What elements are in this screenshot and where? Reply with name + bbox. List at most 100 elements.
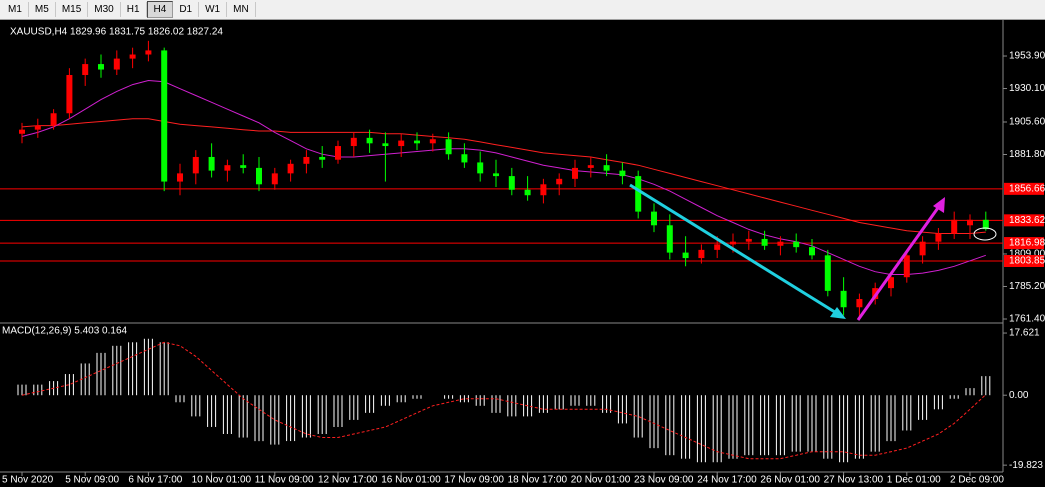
y-tick-label: 1953.90 [1009, 51, 1045, 62]
x-tick-label: 27 Nov 13:00 [824, 475, 884, 486]
candle-body [556, 178, 563, 185]
timeframe-button[interactable]: H4 [146, 1, 174, 18]
background [0, 20, 1045, 487]
candle-body [335, 146, 341, 160]
candle-body [129, 54, 136, 59]
candle-body [651, 211, 657, 226]
candle-body [856, 299, 863, 308]
level-tag [1004, 255, 1044, 268]
candle-body [935, 233, 942, 242]
y-tick-label: -19.823 [1009, 460, 1043, 471]
candle-body [287, 163, 294, 174]
candle-body [888, 277, 894, 289]
candle-body [572, 167, 578, 179]
candle-body [34, 125, 41, 130]
candle-body [177, 173, 183, 182]
candle-body [208, 156, 215, 171]
x-tick-label: 26 Nov 01:00 [760, 475, 820, 486]
candle-body [982, 219, 989, 230]
moving-average [21, 118, 986, 234]
candle-body [682, 252, 689, 259]
macd-title: MACD(12,26,9) 5.403 0.164 [2, 326, 128, 337]
candle-body [113, 58, 120, 70]
level-tag [1004, 237, 1044, 250]
timeframe-button[interactable]: M30 [88, 2, 121, 17]
candle-body [824, 255, 831, 291]
x-tick-label: 24 Nov 17:00 [697, 475, 757, 486]
y-tick-label: 1930.10 [1009, 83, 1045, 94]
level-tag [1004, 182, 1044, 195]
timeframe-button[interactable]: M15 [56, 2, 89, 17]
timeframe-button[interactable]: MN [227, 2, 256, 17]
candle-body [714, 244, 721, 250]
x-tick-label: 6 Nov 17:00 [128, 475, 182, 486]
candle-body [98, 64, 104, 70]
candle-body [319, 156, 326, 160]
y-tick-label: 1761.40 [1009, 314, 1045, 325]
candle-body [224, 165, 231, 171]
candle-body [508, 176, 515, 190]
candle-body [761, 238, 768, 246]
candle-body [603, 165, 610, 171]
x-tick-label: 2 Dec 09:00 [950, 475, 1004, 486]
signal-line [21, 341, 987, 460]
timeframe-button[interactable]: M5 [29, 2, 56, 17]
level-tag [1004, 214, 1044, 227]
candle-body [50, 113, 57, 126]
candle-body [730, 241, 736, 245]
candle-body [414, 140, 420, 144]
x-tick-label: 18 Nov 17:00 [508, 475, 568, 486]
candle-body [429, 139, 436, 144]
x-tick-label: 1 Dec 01:00 [887, 475, 941, 486]
timeframe-button[interactable]: D1 [173, 2, 200, 17]
candle-body [256, 167, 262, 185]
y-tick-label: 1785.20 [1009, 281, 1045, 292]
candle-body [477, 162, 484, 174]
x-tick-label: 11 Nov 09:00 [255, 475, 314, 486]
candle-body [66, 75, 73, 114]
y-tick-label: 0.00 [1009, 390, 1029, 401]
level-label: 1856.66 [1009, 183, 1045, 194]
y-tick-label: 17.621 [1009, 328, 1040, 339]
timeframe-toolbar: M1 M5 M15 M30 H1 H4 D1 W1 MN [0, 0, 1045, 20]
candle-body [524, 189, 531, 196]
candle-body [745, 238, 752, 242]
timeframe-button[interactable]: W1 [199, 2, 228, 17]
arrow-up [856, 204, 942, 321]
candle-body [809, 247, 815, 256]
moving-average [21, 79, 986, 275]
candle-body [540, 184, 547, 196]
candle-body [919, 241, 926, 256]
candle-body [271, 173, 278, 185]
candle-body [793, 241, 800, 248]
level-label: 1833.62 [1009, 215, 1045, 226]
candle-body [82, 64, 89, 76]
timeframe-button[interactable]: M1 [2, 2, 29, 17]
candle-body [698, 249, 705, 259]
candle-body [666, 225, 673, 253]
chart: XAUUSD,H4 1829.96 1831.75 1826.02 1827.2… [0, 20, 1045, 487]
annotations [629, 183, 997, 321]
candle-body [777, 241, 784, 246]
candle-body [382, 143, 389, 147]
candle-body [303, 156, 310, 164]
candle-body [398, 140, 405, 147]
y-tick-label: 1905.60 [1009, 117, 1045, 128]
candle-body [192, 156, 199, 174]
candle-body [840, 290, 847, 308]
x-tick-label: 20 Nov 01:00 [571, 475, 631, 486]
arrow-head [830, 307, 846, 319]
arrow-down [629, 183, 839, 316]
x-tick-label: 5 Nov 09:00 [65, 475, 119, 486]
candle-body [161, 50, 168, 182]
candle-body [493, 173, 499, 177]
timeframe-button[interactable]: H1 [121, 2, 147, 17]
x-tick-label: 23 Nov 09:00 [634, 475, 694, 486]
candle-body [587, 165, 594, 168]
x-tick-label: 12 Nov 17:00 [318, 475, 378, 486]
candle-body [145, 50, 152, 55]
candle-body [445, 139, 452, 155]
chart-title: XAUUSD,H4 1829.96 1831.75 1826.02 1827.2… [10, 27, 223, 38]
level-label: 1816.98 [1009, 238, 1045, 249]
